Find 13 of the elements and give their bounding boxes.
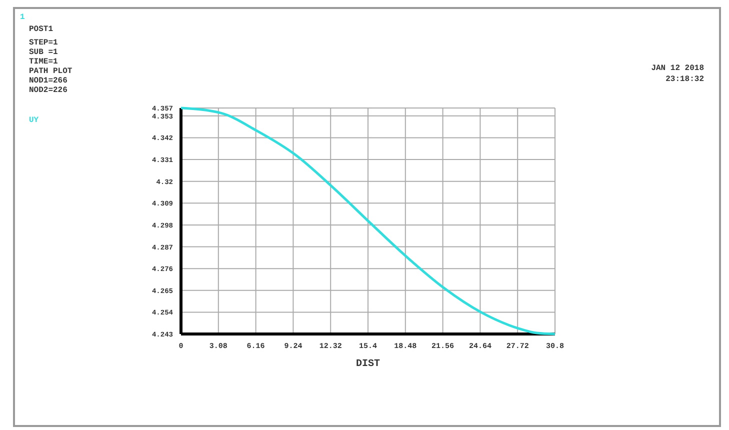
text: NOD2=226 — [29, 86, 68, 95]
text: NOD1=266 — [29, 76, 68, 86]
text: PATH PLOT — [29, 67, 72, 76]
line-series — [180, 106, 556, 336]
text: 23:18:32 — [666, 75, 704, 84]
text: STEP=1 — [29, 38, 58, 48]
x-axis-title: DIST — [356, 359, 380, 370]
text: 1 — [20, 13, 25, 22]
text: SUB =1 — [29, 48, 58, 57]
text: UY — [29, 116, 39, 125]
text: POST1 — [29, 25, 54, 34]
text: JAN 12 2018 — [651, 64, 704, 73]
text: TIME=1 — [29, 58, 58, 66]
